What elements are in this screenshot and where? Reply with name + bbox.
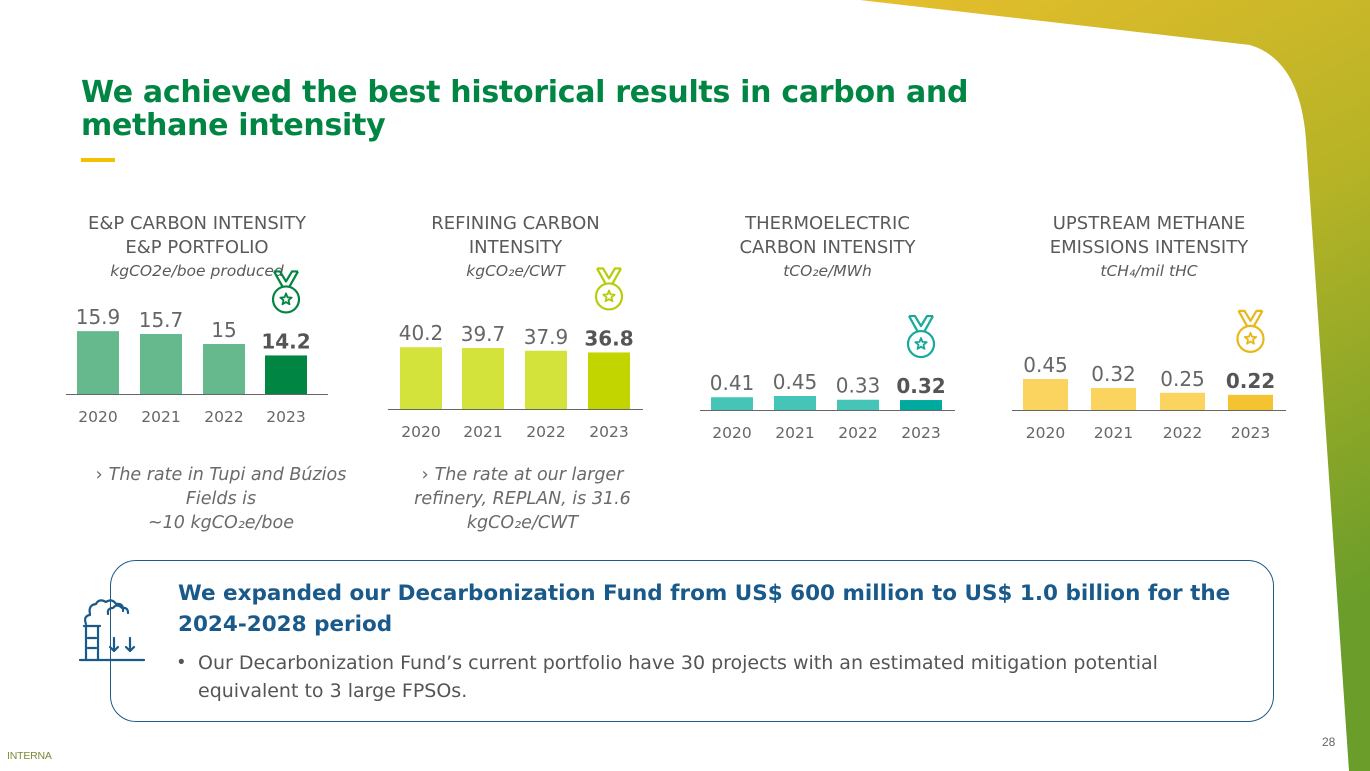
bar: [900, 400, 942, 410]
chart-refining-carbon-intensity: REFINING CARBON INTENSITY kgCO₂e/CWT 40.…: [388, 212, 643, 452]
data-label: 40.2: [399, 321, 444, 345]
bar: [525, 350, 567, 409]
bar: [1023, 379, 1068, 410]
category-label: 2020: [78, 408, 117, 426]
data-label: 15.7: [139, 308, 184, 332]
note-line: ~10 kgCO₂e/boe: [148, 513, 294, 533]
note-line: The rate at our larger: [434, 465, 624, 485]
data-label: 0.22: [1226, 369, 1275, 393]
bar: [774, 396, 816, 410]
note-ep: › The rate in Tupi and Búzios Fields is ~…: [86, 463, 356, 535]
category-label: 2020: [1026, 424, 1065, 442]
chart-plot: 15.9 2020 15.7 2021 15 2022 14.2 2023: [66, 270, 328, 426]
page-title: We achieved the best historical results …: [81, 75, 969, 143]
chart-title-line: INTENSITY: [468, 237, 563, 258]
bar: [140, 334, 182, 394]
category-label: 2022: [1163, 424, 1202, 442]
category-label: 2021: [1094, 424, 1133, 442]
note-line: kgCO₂e/CWT: [466, 513, 579, 533]
bar: [1228, 394, 1273, 410]
chart-title-line: CARBON INTENSITY: [739, 237, 916, 258]
category-label: 2021: [775, 424, 814, 442]
bar: [77, 331, 119, 394]
chart-plot: 0.41 2020 0.45 2021 0.33 2022 0.32 2023: [700, 314, 955, 442]
data-label: 0.32: [896, 374, 945, 398]
data-label: 0.32: [1091, 362, 1136, 386]
page-number: 28: [1322, 735, 1336, 749]
data-label: 14.2: [261, 329, 310, 353]
category-label: 2021: [141, 408, 180, 426]
data-label: 36.8: [584, 326, 633, 350]
data-label: 15: [211, 318, 236, 342]
chart-title: UPSTREAM METHANE EMISSIONS INTENSITY tCH…: [1012, 212, 1286, 283]
chart-plot: 40.2 2020 39.7 2021 37.9 2022 36.8 2023: [388, 267, 643, 441]
chevron-right-icon: ›: [421, 465, 429, 485]
medal-icon: [906, 314, 936, 359]
medal-icon: [271, 270, 301, 314]
data-label: 15.9: [76, 305, 121, 329]
chart-unit: kgCO₂e/CWT: [466, 262, 565, 280]
data-label: 39.7: [461, 322, 506, 346]
bar: [265, 355, 307, 394]
chart-thermoelectric-carbon-intensity: THERMOELECTRIC CARBON INTENSITY tCO₂e/MW…: [700, 212, 955, 452]
medal-icon: [1236, 309, 1265, 353]
bar: [1091, 387, 1136, 410]
chart-unit: tCO₂e/MWh: [783, 262, 872, 280]
chart-title: E&P CARBON INTENSITY E&P PORTFOLIO kgCO2…: [66, 212, 328, 283]
chart-title-line: E&P PORTFOLIO: [125, 237, 269, 258]
chart-unit: kgCO2e/boe produced: [110, 262, 284, 280]
chart-ep-carbon-intensity: E&P CARBON INTENSITY E&P PORTFOLIO kgCO2…: [66, 212, 328, 437]
chart-title: THERMOELECTRIC CARBON INTENSITY tCO₂e/MW…: [700, 212, 955, 283]
note-line: refinery, REPLAN, is 31.6: [414, 489, 631, 509]
bar: [462, 347, 504, 409]
chart-upstream-methane-intensity: UPSTREAM METHANE EMISSIONS INTENSITY tCH…: [1012, 212, 1286, 452]
category-label: 2022: [526, 423, 565, 441]
category-label: 2020: [401, 423, 440, 441]
bar: [837, 399, 879, 410]
bar: [1160, 392, 1205, 410]
chart-unit: tCH₄/mil tHC: [1100, 262, 1198, 280]
bar: [203, 344, 245, 394]
medal-icon: [594, 267, 624, 311]
category-label: 2023: [901, 424, 940, 442]
note-refining: › The rate at our larger refinery, REPLAN…: [400, 463, 645, 535]
data-label: 37.9: [524, 325, 569, 349]
data-label: 0.25: [1160, 367, 1205, 391]
bar: [400, 347, 442, 409]
category-label: 2023: [266, 408, 305, 426]
chart-title-line: REFINING CARBON: [431, 213, 600, 234]
fund-title: We expanded our Decarbonization Fund fro…: [178, 581, 1231, 637]
factory-emissions-icon: [78, 598, 146, 669]
data-label: 0.33: [836, 374, 881, 398]
chart-title: REFINING CARBON INTENSITY kgCO₂e/CWT: [388, 212, 643, 283]
bar: [711, 397, 753, 410]
chart-title-line: E&P CARBON INTENSITY: [87, 213, 307, 234]
bullet-dot: •: [178, 652, 185, 673]
category-label: 2021: [463, 423, 502, 441]
data-label: 0.45: [1023, 353, 1068, 377]
category-label: 2023: [589, 423, 628, 441]
decarbonization-fund-box: [110, 560, 1274, 722]
chart-title-line: EMISSIONS INTENSITY: [1049, 237, 1249, 258]
category-label: 2020: [712, 424, 751, 442]
category-label: 2022: [838, 424, 877, 442]
note-line: Fields is: [185, 489, 257, 509]
category-label: 2022: [204, 408, 243, 426]
chart-plot: 0.45 2020 0.32 2021 0.25 2022 0.22 2023: [1012, 309, 1286, 442]
chevron-right-icon: ›: [95, 465, 103, 485]
chart-title-line: UPSTREAM METHANE: [1052, 213, 1246, 234]
bar: [588, 352, 630, 409]
classification-label: INTERNA: [7, 750, 52, 762]
chart-title-line: THERMOELECTRIC: [745, 213, 910, 234]
note-line: The rate in Tupi and Búzios: [108, 465, 347, 485]
fund-bullet-text: Our Decarbonization Fund’s current portf…: [198, 652, 1158, 702]
title-underline: [81, 158, 115, 162]
category-label: 2023: [1231, 424, 1270, 442]
data-label: 0.45: [773, 370, 818, 394]
data-label: 0.41: [710, 371, 755, 395]
